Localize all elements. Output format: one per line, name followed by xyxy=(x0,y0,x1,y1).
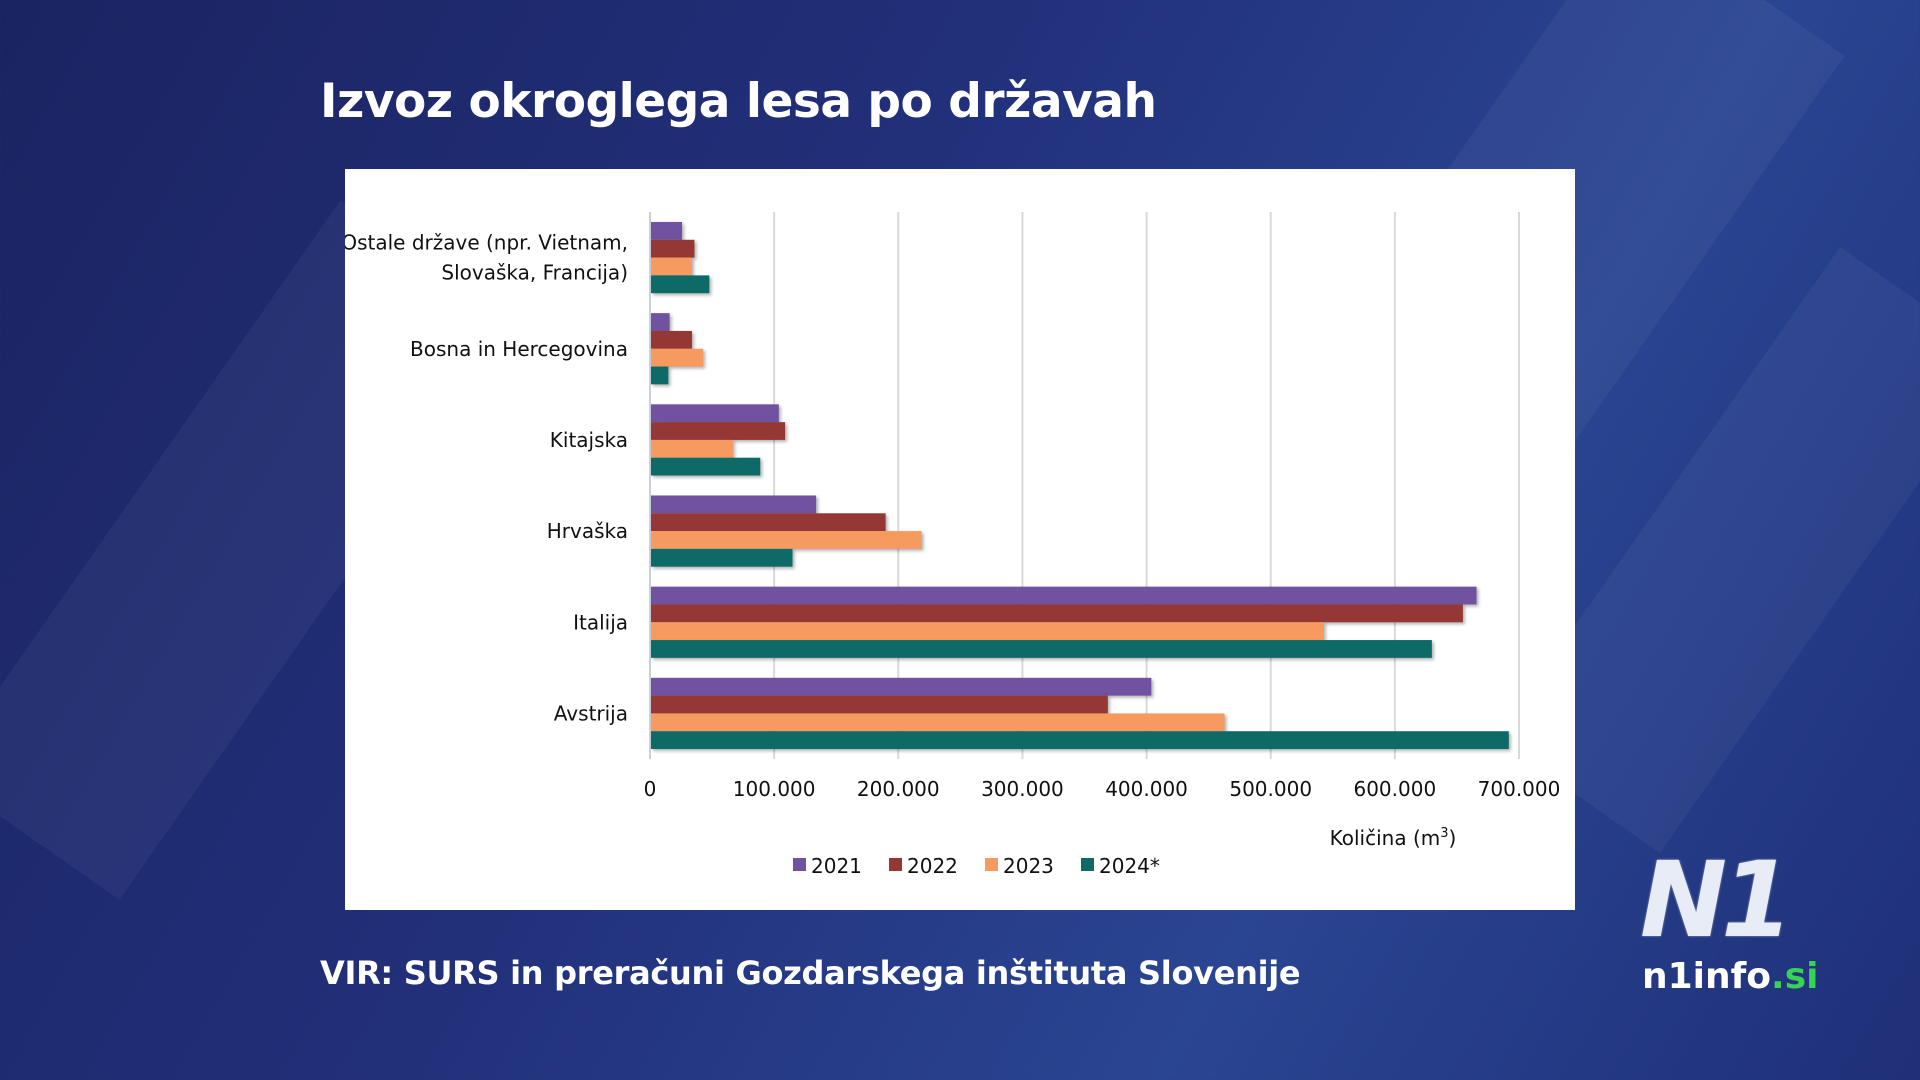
bar-2023-5 xyxy=(651,713,1225,732)
bar-2024-4 xyxy=(651,640,1432,658)
bar-2024-0 xyxy=(651,275,710,294)
category-label: Hrvaška xyxy=(547,519,628,543)
bar-2024-3 xyxy=(651,548,793,567)
chart-panel: 0 100.000 200.000 300.000 400.000 500.000 600.… xyxy=(341,169,1575,910)
bar-2022-1 xyxy=(651,330,692,349)
bar-2022-2 xyxy=(651,422,786,440)
bar-2024-2 xyxy=(651,457,761,476)
x-tick-label: 400.000 xyxy=(1105,777,1188,801)
category-label: Slovaška, Francija) xyxy=(441,261,628,285)
n1-logo: N1 n1info.si xyxy=(1636,839,1819,998)
bar-2021-3 xyxy=(651,495,817,514)
legend-swatch-2023 xyxy=(985,858,998,871)
bar-2023-3 xyxy=(651,531,922,549)
source-caption: VIR: SURS in preračuni Gozdarskega inšti… xyxy=(320,954,1301,992)
bar-2022-0 xyxy=(651,239,695,258)
legend-label: 2022 xyxy=(907,854,958,878)
x-tick-label: 100.000 xyxy=(733,777,816,801)
bar-2023-1 xyxy=(651,348,704,367)
x-tick-label: 700.000 xyxy=(1478,777,1561,801)
bar-2023-0 xyxy=(651,257,692,276)
logo-site: n1info.si xyxy=(1642,956,1819,997)
x-tick-label: 0 xyxy=(644,777,657,801)
category-label: Avstrija xyxy=(554,701,628,725)
x-axis-label: Količina (m3) xyxy=(1330,826,1457,850)
bar-2021-4 xyxy=(651,586,1477,605)
legend-swatch-2022 xyxy=(889,858,902,871)
bar-2023-2 xyxy=(651,439,733,458)
x-tick-label: 300.000 xyxy=(981,777,1064,801)
bar-2024-5 xyxy=(651,731,1509,750)
bar-2024-1 xyxy=(651,366,669,385)
x-tick-label: 600.000 xyxy=(1353,777,1436,801)
category-label: Italija xyxy=(573,610,628,634)
category-label: Ostale države (npr. Vietnam, xyxy=(345,231,628,255)
legend-swatch-2024 xyxy=(1081,858,1094,871)
legend-label: 2023 xyxy=(1003,854,1054,878)
bar-chart: 0 100.000 200.000 300.000 400.000 500.000 600.… xyxy=(341,212,1561,878)
legend-label: 2024* xyxy=(1099,854,1160,878)
bar-2021-0 xyxy=(651,221,683,240)
bar-2021-1 xyxy=(651,313,670,331)
legend-label: 2021 xyxy=(811,854,862,878)
logo-mark: N1 xyxy=(1640,839,1793,961)
x-tick-label: 200.000 xyxy=(857,777,940,801)
bar-2021-5 xyxy=(651,677,1152,696)
page-title: Izvoz okroglega lesa po državah xyxy=(320,74,1157,129)
bar-2022-5 xyxy=(651,695,1108,714)
bar-2021-2 xyxy=(651,404,779,423)
bar-2022-4 xyxy=(651,604,1463,623)
x-tick-label: 500.000 xyxy=(1229,777,1312,801)
bar-2022-3 xyxy=(651,513,886,532)
bar-2023-4 xyxy=(651,622,1324,641)
category-label: Bosna in Hercegovina xyxy=(410,337,628,361)
category-label: Kitajska xyxy=(550,428,628,452)
legend-swatch-2021 xyxy=(793,858,806,871)
